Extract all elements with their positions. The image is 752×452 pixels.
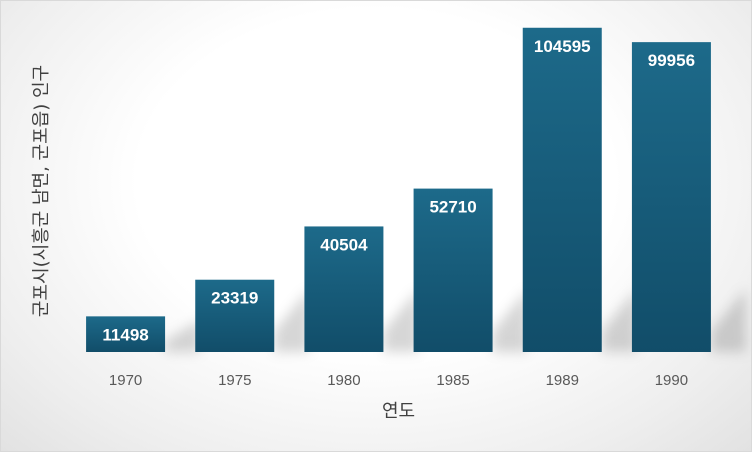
bar-shadow: [165, 319, 201, 352]
bar-1985: [413, 188, 493, 352]
x-tick-label-1990: 1990: [655, 372, 688, 389]
x-axis-title: 연도: [382, 401, 415, 422]
bar-1989: [522, 27, 602, 353]
data-label-1985: 52710: [429, 198, 476, 217]
bar-1970: [86, 316, 166, 352]
data-label-1990: 99956: [648, 51, 695, 70]
bars-group: [86, 27, 711, 353]
x-tick-label-1980: 1980: [327, 372, 360, 389]
bar-1980: [304, 226, 384, 352]
bar-shadow: [383, 289, 419, 352]
data-label-1970: 11498: [102, 325, 148, 344]
bar-shadow: [492, 289, 528, 352]
x-tick-label-1989: 1989: [546, 372, 579, 389]
bar-shadow: [274, 289, 310, 352]
bar-1990: [631, 42, 711, 352]
bar-1975: [195, 279, 275, 352]
x-tick-label-1970: 1970: [109, 372, 142, 389]
x-axis-ticks: 1970 1975 1980 1985 1989 1990: [109, 372, 688, 389]
x-tick-label-1985: 1985: [436, 372, 469, 389]
bar-shadow: [710, 289, 746, 352]
data-label-1989: 104595: [534, 37, 591, 56]
bar-shadows: [165, 289, 746, 352]
y-axis-title: 군포시(시흥군 남면, 군포읍) 인구: [31, 65, 52, 317]
x-tick-label-1975: 1975: [218, 372, 251, 389]
bar-shadow: [601, 289, 637, 352]
data-label-1980: 40504: [320, 235, 368, 254]
data-labels-group: 11498 23319 40504 52710 104595 99956: [102, 37, 695, 345]
data-label-1975: 23319: [211, 289, 258, 308]
